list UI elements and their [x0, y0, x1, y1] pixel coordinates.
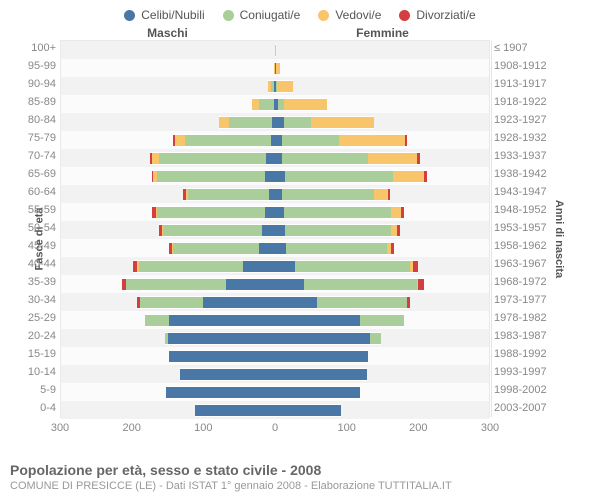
birth-label: 1963-1967 — [494, 258, 598, 270]
pyramid-row — [61, 329, 489, 347]
birth-label: 1918-1922 — [494, 96, 598, 108]
pyramid-row — [61, 95, 489, 113]
birth-label: 1983-1987 — [494, 330, 598, 342]
age-label: 45-49 — [0, 240, 56, 252]
birth-label: 1968-1972 — [494, 276, 598, 288]
legend-item: Coniugati/e — [223, 8, 301, 22]
legend-item: Celibi/Nubili — [124, 8, 204, 22]
caption-title: Popolazione per età, sesso e stato civil… — [10, 462, 321, 478]
birth-label: 1938-1942 — [494, 168, 598, 180]
legend-dot — [399, 10, 410, 21]
birth-label: 1953-1957 — [494, 222, 598, 234]
birth-label: 1928-1932 — [494, 132, 598, 144]
pyramid-row — [61, 383, 489, 401]
birth-label: 1913-1917 — [494, 78, 598, 90]
pyramid-row — [61, 41, 489, 59]
header-female: Femmine — [356, 26, 409, 40]
pyramid-row — [61, 149, 489, 167]
column-headers: Maschi Femmine — [0, 26, 600, 40]
age-label: 20-24 — [0, 330, 56, 342]
chart-area: Fasce di età Anni di nascita 100+95-9990… — [0, 40, 600, 438]
age-label: 0-4 — [0, 402, 56, 414]
caption-subtitle: COMUNE DI PRESICCE (LE) - Dati ISTAT 1° … — [10, 480, 452, 492]
x-tick: 300 — [481, 422, 499, 434]
age-label: 30-34 — [0, 294, 56, 306]
pyramid-row — [61, 401, 489, 419]
pyramid-row — [61, 257, 489, 275]
legend-dot — [223, 10, 234, 21]
age-label: 65-69 — [0, 168, 56, 180]
x-tick: 200 — [122, 422, 140, 434]
birth-label: 1993-1997 — [494, 366, 598, 378]
age-label: 75-79 — [0, 132, 56, 144]
birth-label: 1948-1952 — [494, 204, 598, 216]
age-label: 60-64 — [0, 186, 56, 198]
birth-label: 1988-1992 — [494, 348, 598, 360]
pyramid-row — [61, 293, 489, 311]
birth-label: ≤ 1907 — [494, 42, 598, 54]
birth-label: 1998-2002 — [494, 384, 598, 396]
legend-label: Celibi/Nubili — [141, 8, 204, 22]
age-label: 5-9 — [0, 384, 56, 396]
pyramid-row — [61, 239, 489, 257]
pyramid-plot — [60, 40, 490, 418]
legend-item: Vedovi/e — [318, 8, 381, 22]
legend-item: Divorziati/e — [399, 8, 475, 22]
age-label: 85-89 — [0, 96, 56, 108]
x-tick: 100 — [337, 422, 355, 434]
pyramid-row — [61, 275, 489, 293]
pyramid-row — [61, 365, 489, 383]
header-male: Maschi — [147, 26, 188, 40]
birth-label: 1933-1937 — [494, 150, 598, 162]
age-label: 70-74 — [0, 150, 56, 162]
age-label: 40-44 — [0, 258, 56, 270]
age-label: 10-14 — [0, 366, 56, 378]
legend-dot — [124, 10, 135, 21]
legend: Celibi/Nubili Coniugati/e Vedovi/e Divorzia… — [0, 0, 600, 22]
pyramid-row — [61, 167, 489, 185]
age-label: 80-84 — [0, 114, 56, 126]
pyramid-row — [61, 77, 489, 95]
legend-label: Vedovi/e — [335, 8, 381, 22]
birth-label: 1923-1927 — [494, 114, 598, 126]
x-tick: 100 — [194, 422, 212, 434]
birth-label: 1958-1962 — [494, 240, 598, 252]
age-label: 90-94 — [0, 78, 56, 90]
legend-label: Coniugati/e — [240, 8, 301, 22]
x-tick: 200 — [409, 422, 427, 434]
age-label: 100+ — [0, 42, 56, 54]
pyramid-row — [61, 185, 489, 203]
age-label: 35-39 — [0, 276, 56, 288]
age-label: 25-29 — [0, 312, 56, 324]
pyramid-row — [61, 221, 489, 239]
pyramid-row — [61, 347, 489, 365]
birth-label: 1978-1982 — [494, 312, 598, 324]
pyramid-row — [61, 59, 489, 77]
pyramid-row — [61, 131, 489, 149]
pyramid-row — [61, 311, 489, 329]
age-label: 50-54 — [0, 222, 56, 234]
age-label: 95-99 — [0, 60, 56, 72]
x-tick: 300 — [51, 422, 69, 434]
age-label: 15-19 — [0, 348, 56, 360]
birth-label: 1973-1977 — [494, 294, 598, 306]
age-label: 55-59 — [0, 204, 56, 216]
x-tick: 0 — [272, 422, 278, 434]
birth-label: 1943-1947 — [494, 186, 598, 198]
legend-label: Divorziati/e — [416, 8, 475, 22]
birth-label: 1908-1912 — [494, 60, 598, 72]
legend-dot — [318, 10, 329, 21]
pyramid-row — [61, 113, 489, 131]
pyramid-row — [61, 203, 489, 221]
birth-label: 2003-2007 — [494, 402, 598, 414]
